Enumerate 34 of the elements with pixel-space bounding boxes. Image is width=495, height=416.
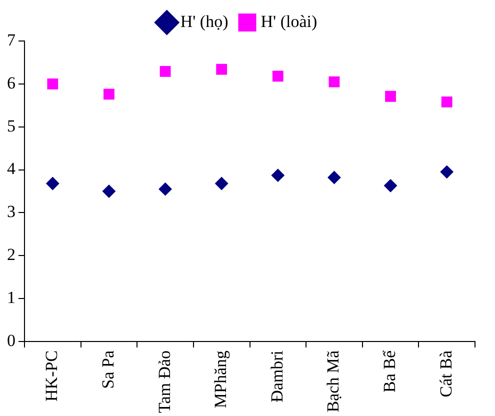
point <box>328 76 340 88</box>
point <box>328 170 341 184</box>
legend-label: H' (họ) <box>180 12 228 31</box>
y-tick-label: 5 <box>7 116 16 136</box>
y-tick-label: 7 <box>7 30 16 50</box>
y-tick-label: 1 <box>7 288 16 308</box>
x-tick-label: Tam Đảo <box>154 350 174 414</box>
y-tick-label: 6 <box>7 73 16 92</box>
point <box>160 66 171 77</box>
point <box>46 177 60 190</box>
x-tick-label: Sa Pa <box>98 350 118 389</box>
x-tick-label: Ba Bể <box>380 350 399 392</box>
point <box>47 78 58 90</box>
point <box>158 182 172 196</box>
point <box>384 179 398 192</box>
x-tick-label: Cát Bà <box>436 350 456 398</box>
point <box>215 177 228 190</box>
point <box>102 184 116 198</box>
point <box>104 88 114 100</box>
x-tick-label: Bạch Mã <box>324 350 343 412</box>
point <box>271 168 284 182</box>
y-tick-label: 2 <box>7 245 16 264</box>
x-tick-label: Đambri <box>267 350 286 402</box>
point <box>216 64 228 75</box>
x-tick-label: HK-PC <box>42 350 62 402</box>
point <box>441 96 452 108</box>
point <box>272 70 284 82</box>
point <box>385 90 396 102</box>
x-tick-label: MPhăng <box>211 350 230 408</box>
y-tick-label: 0 <box>7 330 16 350</box>
point <box>440 165 454 178</box>
legend-label: H' (loài) <box>260 12 318 31</box>
y-tick-label: 3 <box>7 202 16 222</box>
y-tick-label: 4 <box>7 159 16 178</box>
